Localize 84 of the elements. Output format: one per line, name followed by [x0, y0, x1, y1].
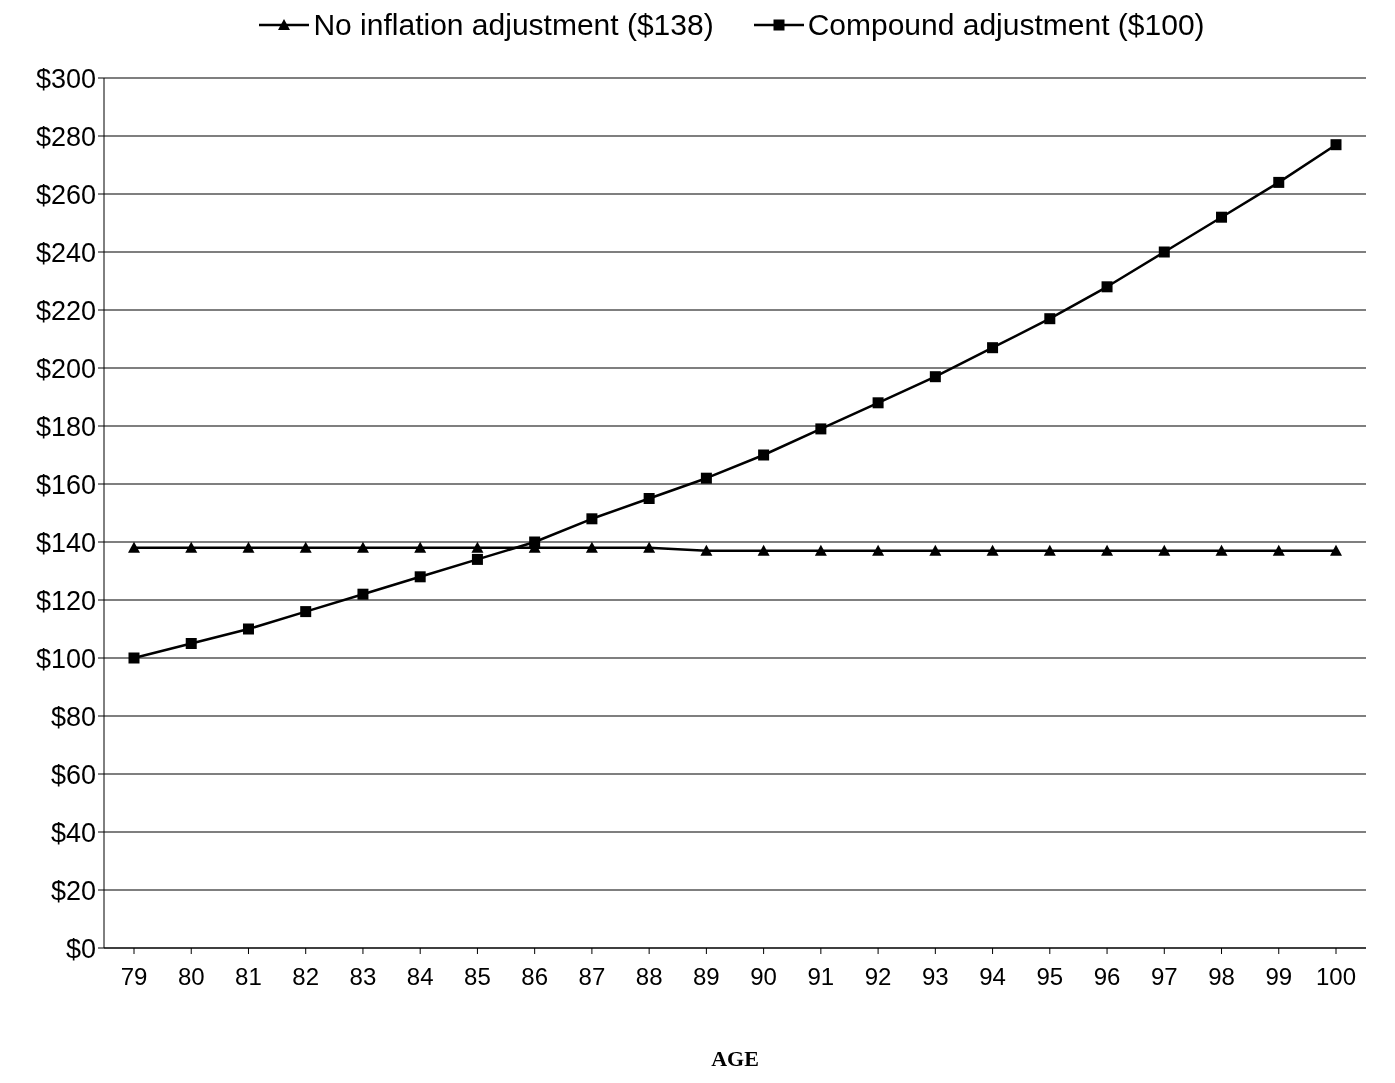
point [585, 541, 598, 553]
x-tick-label: 99 [1265, 963, 1293, 991]
point [471, 541, 484, 553]
x-tick-label: 95 [1036, 963, 1064, 991]
x-tick-label: 94 [979, 963, 1006, 991]
point [242, 541, 255, 553]
point [586, 513, 598, 525]
point [299, 541, 312, 553]
x-tick-label: 88 [635, 963, 663, 991]
legend-label: No inflation adjustment ($138) [312, 8, 714, 42]
y-tick-label: $20 [50, 875, 96, 906]
x-tick-label: 83 [349, 963, 377, 991]
y-tick-label: $240 [35, 237, 96, 268]
point [185, 638, 197, 649]
point [987, 342, 999, 354]
y-tick-label: $140 [35, 527, 96, 558]
y-tick-label: $200 [35, 353, 96, 384]
point [529, 536, 541, 548]
point [929, 371, 941, 383]
x-tick-label: 100 [1315, 963, 1357, 991]
x-tick-label: 81 [235, 963, 262, 991]
point [1043, 544, 1056, 556]
x-axis-title: AGE [711, 1046, 759, 1071]
point [1216, 211, 1228, 223]
point [414, 571, 426, 583]
point [242, 623, 254, 635]
y-tick-label: $120 [35, 585, 96, 616]
point [1273, 176, 1285, 188]
point [300, 606, 312, 618]
point [356, 541, 369, 553]
point [872, 397, 884, 409]
y-tick-label: $60 [50, 759, 96, 790]
y-tick-label: $160 [35, 469, 96, 500]
y-tick-label: $220 [35, 295, 96, 326]
point [414, 541, 427, 553]
point [1101, 281, 1113, 293]
point [357, 588, 369, 600]
x-tick-label: 87 [578, 963, 606, 991]
x-tick-label: 86 [521, 963, 549, 991]
point [1101, 544, 1114, 556]
y-tick-label: $100 [35, 643, 96, 674]
y-tick-label: $40 [50, 817, 96, 848]
x-tick-label: 89 [693, 963, 720, 991]
point [128, 541, 140, 553]
point [643, 493, 655, 504]
point [1215, 544, 1228, 556]
point [185, 541, 198, 553]
y-tick-label: $260 [35, 179, 96, 210]
point [1158, 544, 1171, 556]
point [814, 544, 827, 556]
x-tick-label: 91 [807, 963, 835, 991]
x-tick-label: 97 [1150, 963, 1178, 991]
point [471, 553, 483, 565]
x-tick-label: 80 [177, 963, 205, 991]
point [1272, 544, 1285, 556]
y-tick-label: $300 [35, 63, 96, 94]
point [1330, 544, 1342, 556]
point [757, 544, 770, 556]
point [872, 544, 885, 556]
point [128, 652, 140, 664]
legend-label: Compound adjustment ($100) [806, 8, 1205, 42]
x-tick-label: 93 [921, 963, 949, 991]
point [758, 449, 770, 461]
point [1044, 313, 1056, 325]
x-tick-label: 85 [464, 963, 491, 991]
x-tick-label: 79 [120, 963, 148, 991]
y-tick-label: $280 [35, 121, 96, 152]
point [929, 544, 942, 556]
point [643, 541, 656, 553]
x-tick-label: 90 [750, 963, 777, 991]
x-tick-label: 96 [1093, 963, 1121, 991]
x-tick-label: 98 [1208, 963, 1235, 991]
x-tick-label: 92 [864, 963, 892, 991]
x-tick-label: 84 [406, 963, 434, 991]
point [986, 544, 999, 556]
y-tick-label: $0 [65, 933, 96, 964]
point [700, 472, 712, 484]
y-tick-label: $80 [50, 701, 96, 732]
point [700, 544, 713, 556]
point [815, 423, 827, 435]
point [1330, 139, 1342, 151]
point [1158, 246, 1170, 258]
y-tick-label: $180 [35, 411, 96, 442]
x-tick-label: 82 [292, 963, 320, 991]
